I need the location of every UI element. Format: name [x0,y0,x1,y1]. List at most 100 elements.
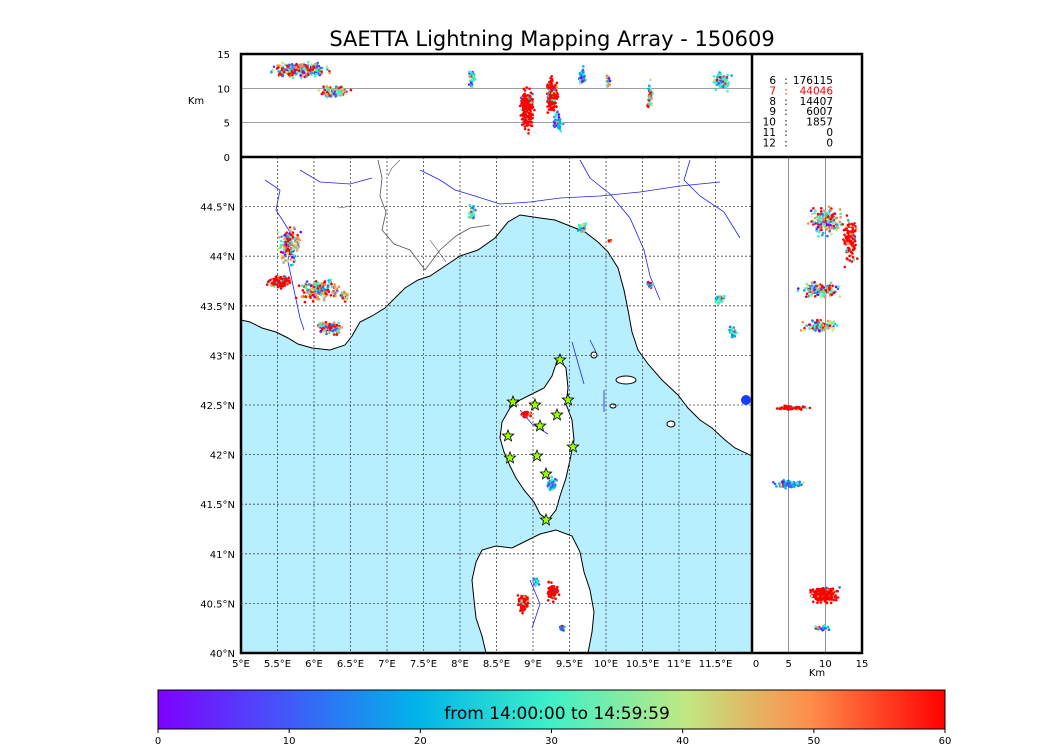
lightning-source [281,285,285,288]
lightning-source [294,296,298,300]
lightning-source [321,287,325,291]
lightning-source [816,213,820,216]
lightning-source [286,64,289,68]
lightning-source [825,586,828,590]
lightning-source [820,218,823,222]
lightning-source [319,293,323,297]
lightning-source [335,287,339,291]
lightning-source [527,128,530,132]
lat-tick-label: 43°N [210,351,235,362]
lightning-source [281,61,284,64]
lightning-source [823,328,826,332]
lightning-source [272,283,276,286]
right-alt-tick-label: 10 [819,659,832,670]
lightning-source [788,482,792,485]
lightning-source [472,78,476,82]
lightning-source [827,595,830,598]
lightning-source [316,282,320,286]
lightning-source [830,598,833,601]
lightning-source [802,481,805,484]
lightning-source [346,295,349,299]
lightning-source [791,483,794,487]
lightning-source [805,283,808,286]
lon-tick-label: 10.5°E [626,659,660,670]
lightning-source [825,286,829,290]
lightning-source [329,278,333,282]
lightning-source [286,251,290,255]
lightning-source [470,208,473,212]
lightning-source [551,483,555,486]
lightning-source [522,94,526,98]
lightning-source [731,332,735,335]
lightning-source [581,68,585,72]
lightning-source [554,101,557,105]
lightning-source [307,60,310,64]
lightning-source [719,300,722,303]
lightning-source [814,625,817,628]
lightning-source [648,94,651,98]
lightning-source [607,82,611,85]
lightning-source [807,285,810,289]
lightning-source [714,297,718,301]
lightning-source [525,119,528,123]
lightning-source [820,594,823,597]
lightning-source [529,124,532,127]
lightning-source [289,258,293,261]
lightning-source [322,322,326,326]
lightning-source [532,578,535,582]
lightning-source [332,290,335,294]
lightning-source [283,281,287,285]
lightning-source [779,485,783,488]
lightning-source [312,283,316,286]
lightning-source [550,478,553,482]
stat-count: 0 [826,127,833,139]
lightning-source [527,132,530,135]
lightning-source [803,289,806,292]
lightning-source [836,226,840,229]
stat-separator: : [784,127,788,139]
lightning-source [547,84,550,87]
lightning-source [552,92,556,95]
lightning-source [305,287,309,291]
lon-tick-label: 9°E [524,659,542,670]
lightning-source [470,85,474,89]
lightning-source [717,301,720,304]
lightning-source [819,320,823,324]
lightning-source [827,628,831,631]
lightning-source [817,321,821,324]
lightning-source [805,292,809,296]
lightning-source [281,66,284,70]
lightning-source [830,293,834,297]
lightning-source [831,587,835,590]
lightning-source [735,331,738,335]
lightning-source [517,598,521,601]
lat-tick-label: 41.5°N [200,500,235,511]
lightning-source [290,70,294,73]
stat-stations: 12 [763,137,776,149]
lightning-source [809,591,812,594]
lightning-source [813,328,816,332]
lightning-source [277,236,281,239]
lightning-source [326,286,330,289]
lightning-source [523,92,526,96]
lightning-source [272,65,276,68]
lightning-source [290,251,293,254]
lightning-source [804,324,808,328]
lightning-source [823,296,827,299]
lightning-source [528,109,532,112]
lightning-source [525,107,528,111]
lightning-source [467,215,471,219]
lightning-source [820,323,824,327]
lightning-source [560,121,564,125]
lightning-source [276,285,280,289]
lightning-source [322,85,325,88]
lightning-source [830,232,833,236]
lightning-source [326,284,330,287]
lightning-source [825,601,829,604]
lightning-source [553,88,556,91]
lightning-source [827,205,831,209]
lightning-source [523,127,527,131]
lightning-source [281,68,284,72]
lightning-source [528,99,531,103]
